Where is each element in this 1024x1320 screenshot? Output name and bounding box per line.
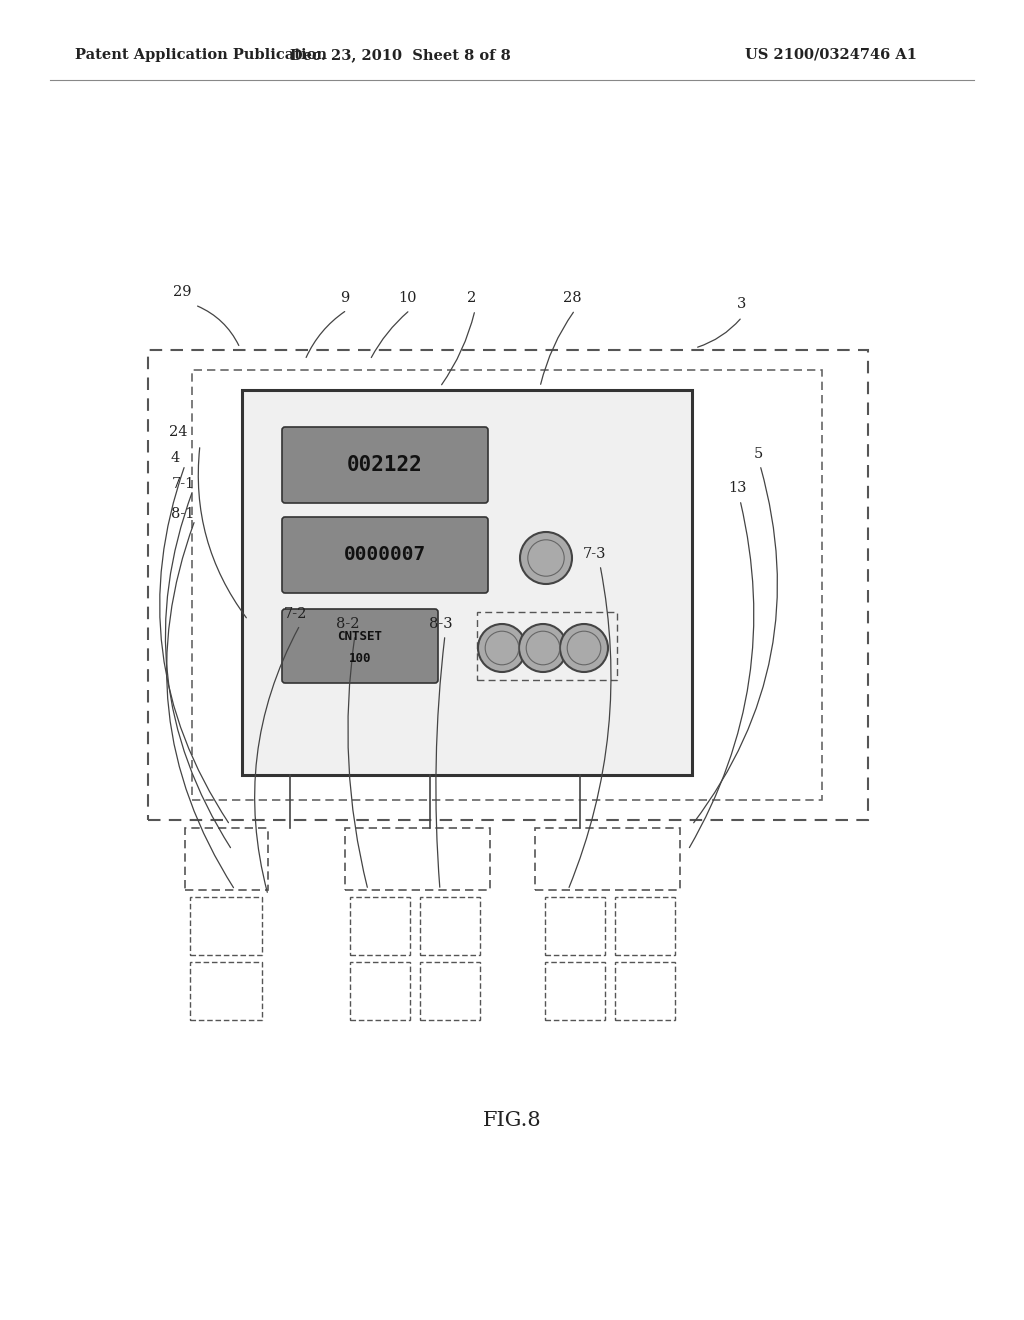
Bar xyxy=(545,962,605,1020)
Bar xyxy=(545,898,605,954)
Text: 28: 28 xyxy=(562,290,582,305)
Text: 3: 3 xyxy=(737,297,746,312)
Circle shape xyxy=(560,624,608,672)
Text: Dec. 23, 2010  Sheet 8 of 8: Dec. 23, 2010 Sheet 8 of 8 xyxy=(290,48,510,62)
Text: Patent Application Publication: Patent Application Publication xyxy=(75,48,327,62)
Bar xyxy=(148,350,868,820)
Bar xyxy=(420,898,480,954)
Text: 8-1: 8-1 xyxy=(171,507,195,521)
Bar xyxy=(350,962,410,1020)
Circle shape xyxy=(519,624,567,672)
Text: 100: 100 xyxy=(349,652,372,664)
Bar xyxy=(615,898,675,954)
Text: 9: 9 xyxy=(340,290,349,305)
Circle shape xyxy=(478,624,526,672)
Text: 8-3: 8-3 xyxy=(429,616,453,631)
Text: CNTSET: CNTSET xyxy=(338,630,383,643)
FancyBboxPatch shape xyxy=(282,426,488,503)
Text: 10: 10 xyxy=(398,290,417,305)
Text: 24: 24 xyxy=(169,425,187,440)
Text: 2: 2 xyxy=(467,290,476,305)
Circle shape xyxy=(520,532,572,583)
Text: 5: 5 xyxy=(754,447,763,461)
Bar xyxy=(477,612,617,680)
Text: 7-3: 7-3 xyxy=(584,546,607,561)
Text: 13: 13 xyxy=(729,480,748,495)
Bar xyxy=(190,898,262,954)
Bar xyxy=(190,962,262,1020)
FancyBboxPatch shape xyxy=(282,517,488,593)
Text: FIG.8: FIG.8 xyxy=(482,1110,542,1130)
Text: 0000007: 0000007 xyxy=(344,545,426,565)
Text: 4: 4 xyxy=(170,451,179,465)
Bar xyxy=(242,389,692,775)
Text: 8-2: 8-2 xyxy=(336,616,359,631)
Bar xyxy=(193,370,822,800)
Bar xyxy=(345,828,490,890)
Bar xyxy=(420,962,480,1020)
Text: 7-2: 7-2 xyxy=(284,607,306,620)
Text: US 2100/0324746 A1: US 2100/0324746 A1 xyxy=(745,48,918,62)
FancyBboxPatch shape xyxy=(282,609,438,682)
Bar xyxy=(615,962,675,1020)
Bar xyxy=(350,898,410,954)
Bar xyxy=(535,828,680,890)
Text: 002122: 002122 xyxy=(347,455,423,475)
Text: 29: 29 xyxy=(173,285,191,300)
Text: 7-1: 7-1 xyxy=(171,477,195,491)
Bar xyxy=(185,828,268,890)
